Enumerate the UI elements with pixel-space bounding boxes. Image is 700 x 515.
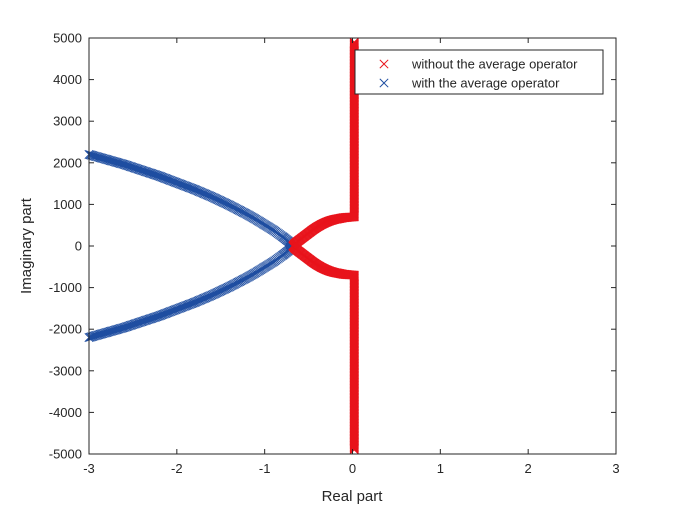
y-tick-label: -1000 (49, 280, 82, 295)
data-point-with-average (110, 157, 120, 167)
data-point-with-average (108, 326, 118, 336)
data-point-with-average (103, 327, 113, 337)
data-point-with-average (115, 158, 125, 168)
y-axis-label: Imaginary part (18, 197, 35, 294)
y-tick-label: -4000 (49, 405, 82, 420)
x-tick-label: 3 (612, 461, 619, 476)
data-point-with-average (115, 324, 125, 334)
legend-label-1: with the average operator (411, 76, 560, 91)
data-point-with-average (107, 326, 117, 336)
data-point-with-average (93, 152, 103, 162)
data-point-with-average (85, 150, 95, 160)
y-tick-label: -5000 (49, 447, 82, 462)
data-point-with-average (98, 153, 108, 163)
y-tick-label: -2000 (49, 322, 82, 337)
x-tick-label: -3 (83, 461, 95, 476)
legend-marker-0 (379, 59, 389, 69)
data-point-with-average (118, 323, 128, 333)
data-point-with-average (89, 331, 99, 341)
data-point-with-average (109, 157, 119, 167)
axis-ticks-layer: -3 -2 -1 0 1 2 3 5000 4000 3000 2000 1000 0 -1000 -200… (49, 31, 620, 477)
x-tick-label: 0 (349, 461, 356, 476)
data-point-with-average (104, 327, 114, 337)
legend-entries: without the average operator with the ave… (379, 57, 578, 91)
data-point-with-average (93, 330, 103, 340)
data-point-with-average (113, 158, 123, 168)
data-point-with-average (90, 331, 100, 341)
data-point-with-average (88, 331, 98, 342)
x-tick-label: 1 (437, 461, 444, 476)
data-point-with-average (96, 153, 107, 163)
data-point-with-average (102, 154, 112, 165)
data-point-with-average (112, 325, 122, 335)
data-point-with-average (112, 157, 122, 167)
x-tick-label: -2 (171, 461, 183, 476)
data-point-with-average (104, 155, 114, 165)
series-1-markers (84, 149, 296, 343)
data-point-with-average (114, 324, 124, 334)
data-point-with-average (100, 154, 110, 164)
data-point-with-average (109, 325, 119, 335)
x-tick-label: -1 (259, 461, 271, 476)
series-0-markers (288, 37, 359, 455)
legend: without the average operator with the ave… (354, 49, 604, 95)
data-point-with-average (107, 156, 117, 166)
data-point-with-average (103, 155, 113, 165)
data-point-with-average (94, 152, 104, 162)
legend-box (354, 49, 604, 95)
data-point-with-average (94, 330, 104, 340)
y-tick-label: 0 (75, 239, 82, 254)
data-point-with-average (99, 328, 109, 338)
data-point-with-average (110, 325, 120, 335)
data-point-with-average (95, 153, 105, 163)
y-tick-label: -3000 (49, 363, 82, 378)
data-point-with-average (100, 328, 110, 338)
data-point-with-average (99, 154, 109, 164)
data-point-with-average (105, 326, 115, 337)
data-point-with-average (96, 329, 107, 339)
y-tick-label: 1000 (53, 197, 82, 212)
data-point-with-average (91, 152, 102, 162)
data-point-without-average (349, 445, 359, 455)
data-point-with-average (91, 330, 102, 340)
y-tick-label: 3000 (53, 114, 82, 129)
data-point-with-average (117, 323, 127, 333)
data-point-with-average (105, 155, 115, 166)
x-axis-label: Real part (322, 488, 384, 505)
data-point-with-average (114, 158, 124, 168)
data-marks-layer (84, 37, 359, 455)
data-point-with-average (102, 327, 112, 338)
data-point-with-average (89, 151, 99, 161)
x-tick-label: 2 (525, 461, 532, 476)
data-point-with-average (108, 156, 118, 166)
y-tick-label: 4000 (53, 72, 82, 87)
data-point-with-average (95, 329, 105, 339)
legend-marker-1 (379, 78, 389, 88)
data-point-with-average (88, 150, 98, 161)
data-point-with-average (119, 322, 129, 333)
data-point-with-average (113, 324, 123, 334)
data-point-with-average (90, 151, 100, 161)
y-tick-label: 2000 (53, 155, 82, 170)
data-point-with-average (85, 332, 95, 342)
y-tick-label: 5000 (53, 31, 82, 46)
legend-label-0: without the average operator (411, 57, 578, 72)
data-point-with-average (98, 329, 108, 339)
